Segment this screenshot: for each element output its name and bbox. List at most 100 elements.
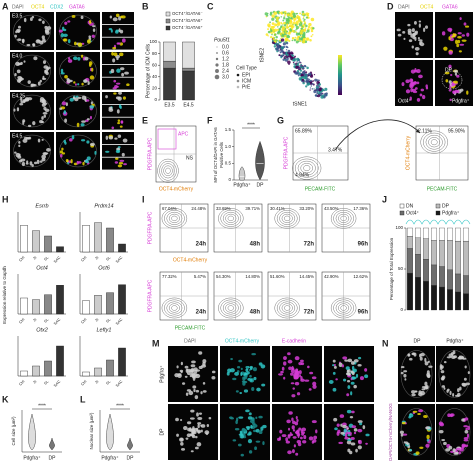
nucleus (245, 409, 250, 413)
nucleus (235, 390, 239, 393)
nucleus (247, 416, 253, 420)
nucleus (458, 50, 462, 53)
nucleus (296, 418, 299, 423)
panel-letter: H (2, 194, 9, 204)
nucleus (176, 433, 179, 437)
nucleus (411, 390, 416, 394)
scatter-dot (278, 11, 281, 14)
nucleus (63, 110, 67, 115)
time-label: 48h (250, 310, 261, 316)
bar (32, 299, 40, 315)
scatter-dot (291, 37, 294, 40)
scatter-dot (300, 73, 304, 77)
nucleus (426, 374, 431, 378)
bar-segment (407, 236, 413, 249)
legend-swatch (399, 203, 405, 209)
contour (163, 165, 173, 177)
scatter-dot (297, 40, 300, 43)
scatter-dot (294, 36, 297, 39)
x-tick-label: SL (43, 256, 49, 262)
scatter-dot (295, 40, 299, 44)
bar (106, 227, 114, 253)
violin (106, 413, 114, 451)
nucleus (280, 370, 284, 374)
chart-title: Oct6 (98, 265, 111, 271)
nucleus (185, 392, 189, 396)
nucleus (89, 115, 92, 120)
scatter-dot (300, 35, 303, 38)
legend-label: 3.0 (222, 74, 229, 80)
nucleus (283, 356, 287, 360)
nucleus (344, 433, 348, 438)
scatter-dot (270, 25, 274, 30)
bar-segment (447, 269, 453, 290)
nucleus (438, 429, 444, 434)
nucleus (113, 79, 117, 83)
nucleus (458, 451, 461, 455)
scatter-dot (298, 26, 300, 28)
scatter-dot (305, 74, 307, 76)
scatter-dot (319, 91, 322, 93)
nucleus (418, 39, 423, 42)
nucleus (41, 120, 45, 123)
nucleus (412, 90, 418, 94)
nucleus (344, 359, 349, 362)
nucleus (245, 368, 249, 373)
x-tick-label: Ctrl (18, 255, 25, 262)
scatter-dot (277, 26, 279, 28)
contour (225, 303, 237, 313)
nucleus (180, 442, 184, 446)
panel-letter: L (80, 394, 86, 404)
legend-label: 1.2 (222, 56, 229, 62)
nucleus (211, 370, 216, 374)
embryo-outline (13, 14, 51, 48)
bar-segment (447, 240, 453, 270)
bar-segment (182, 67, 195, 72)
nucleus (351, 376, 357, 380)
nucleus (419, 42, 425, 47)
nucleus (77, 42, 83, 47)
nucleus (291, 425, 295, 430)
micrograph (102, 157, 134, 170)
scatter-dot (310, 29, 314, 33)
nucleus (422, 95, 426, 100)
nucleus (87, 80, 90, 85)
channel-label: OCT4 (31, 4, 45, 10)
panel-letter: K (2, 394, 9, 404)
x-tick-label: DP (127, 455, 135, 461)
nucleus (184, 365, 189, 369)
scatter-dot (296, 57, 300, 62)
nucleus (423, 27, 426, 32)
nucleus (88, 35, 91, 39)
nucleus (453, 355, 457, 359)
nucleus (426, 370, 430, 375)
scatter-dot (307, 78, 310, 80)
nucleus (425, 426, 431, 430)
scatter-dot (302, 81, 305, 85)
y-tick-label: 0.5 (225, 161, 232, 166)
nucleus (253, 376, 257, 381)
y-tick-label: 50 (398, 266, 404, 271)
contour (430, 139, 438, 146)
contour (284, 215, 291, 222)
nucleus (229, 416, 233, 419)
x-axis-label: OCT4-mCherry (173, 257, 208, 263)
scatter-dot (272, 36, 275, 39)
nucleus (428, 365, 433, 368)
nucleus (42, 75, 45, 80)
trend (405, 219, 471, 225)
nucleus (46, 148, 51, 152)
panel-letter: I (142, 194, 145, 204)
nucleus (112, 58, 116, 63)
scatter-dot (298, 61, 301, 64)
label: 39.71% (245, 206, 260, 211)
nucleus (64, 21, 68, 25)
nucleus (308, 388, 312, 391)
scatter-dot (304, 27, 307, 29)
nucleus (457, 32, 462, 35)
scatter-dot (293, 19, 296, 22)
nucleus (298, 370, 302, 375)
legend-dot (236, 79, 240, 83)
contour (423, 132, 446, 152)
